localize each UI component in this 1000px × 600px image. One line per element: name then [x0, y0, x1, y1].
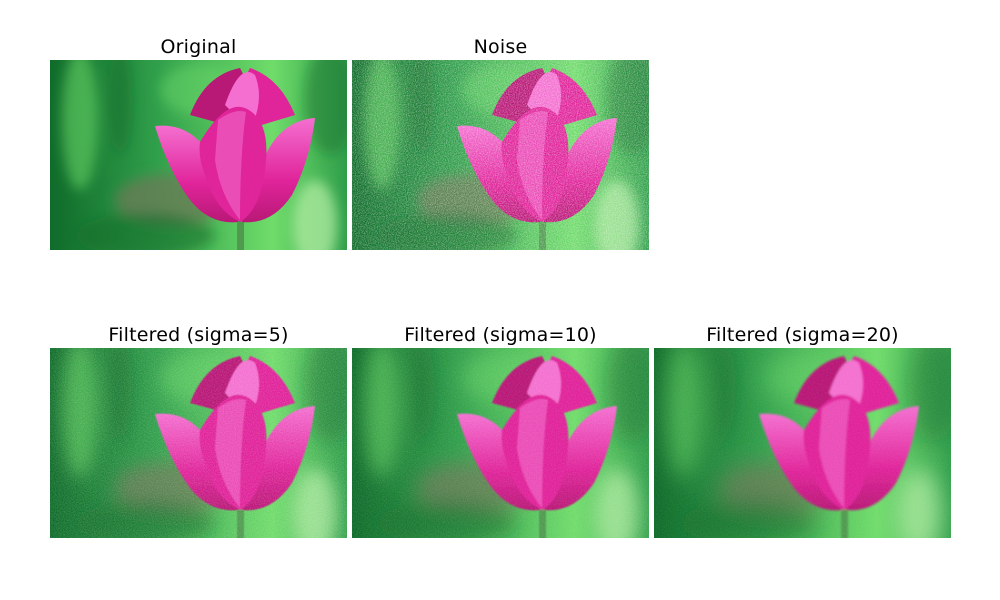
tulip-noisy-image — [352, 60, 649, 250]
tulip-filtered-sigma-5-image — [50, 348, 347, 538]
tulip-filtered-sigma-20-image — [654, 348, 951, 538]
panel-title-filtered-sigma-20: Filtered (sigma=20) — [654, 324, 951, 346]
tulip-filtered-sigma-10-image — [352, 348, 649, 538]
panel-title-original: Original — [50, 36, 347, 58]
panel-title-filtered-sigma-10: Filtered (sigma=10) — [352, 324, 649, 346]
panel-title-filtered-sigma-5: Filtered (sigma=5) — [50, 324, 347, 346]
tulip-original-image — [50, 60, 347, 250]
panel-title-noise: Noise — [352, 36, 649, 58]
